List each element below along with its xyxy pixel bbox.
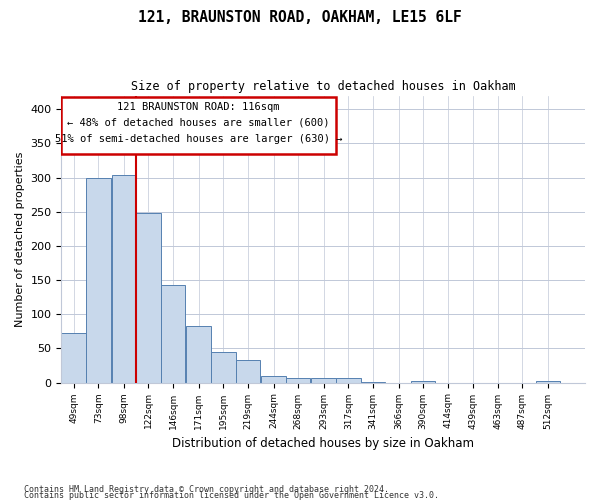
Bar <box>136 213 161 382</box>
Text: 121 BRAUNSTON ROAD: 116sqm: 121 BRAUNSTON ROAD: 116sqm <box>118 102 280 112</box>
Bar <box>311 378 336 382</box>
Title: Size of property relative to detached houses in Oakham: Size of property relative to detached ho… <box>131 80 515 93</box>
Bar <box>161 285 185 382</box>
Bar <box>86 178 110 382</box>
FancyBboxPatch shape <box>61 97 336 154</box>
X-axis label: Distribution of detached houses by size in Oakham: Distribution of detached houses by size … <box>172 437 474 450</box>
Text: Contains HM Land Registry data © Crown copyright and database right 2024.: Contains HM Land Registry data © Crown c… <box>24 484 389 494</box>
Bar <box>61 334 86 382</box>
Bar <box>261 376 286 382</box>
Text: 121, BRAUNSTON ROAD, OAKHAM, LE15 6LF: 121, BRAUNSTON ROAD, OAKHAM, LE15 6LF <box>138 10 462 25</box>
Bar <box>286 378 310 382</box>
Bar <box>411 380 436 382</box>
Bar <box>236 360 260 382</box>
Text: Contains public sector information licensed under the Open Government Licence v3: Contains public sector information licen… <box>24 490 439 500</box>
Bar <box>536 381 560 382</box>
Text: 51% of semi-detached houses are larger (630) →: 51% of semi-detached houses are larger (… <box>55 134 343 144</box>
Bar <box>187 326 211 382</box>
Y-axis label: Number of detached properties: Number of detached properties <box>15 152 25 327</box>
Bar <box>336 378 361 382</box>
Text: ← 48% of detached houses are smaller (600): ← 48% of detached houses are smaller (60… <box>67 118 330 128</box>
Bar <box>112 175 136 382</box>
Bar <box>211 352 236 382</box>
